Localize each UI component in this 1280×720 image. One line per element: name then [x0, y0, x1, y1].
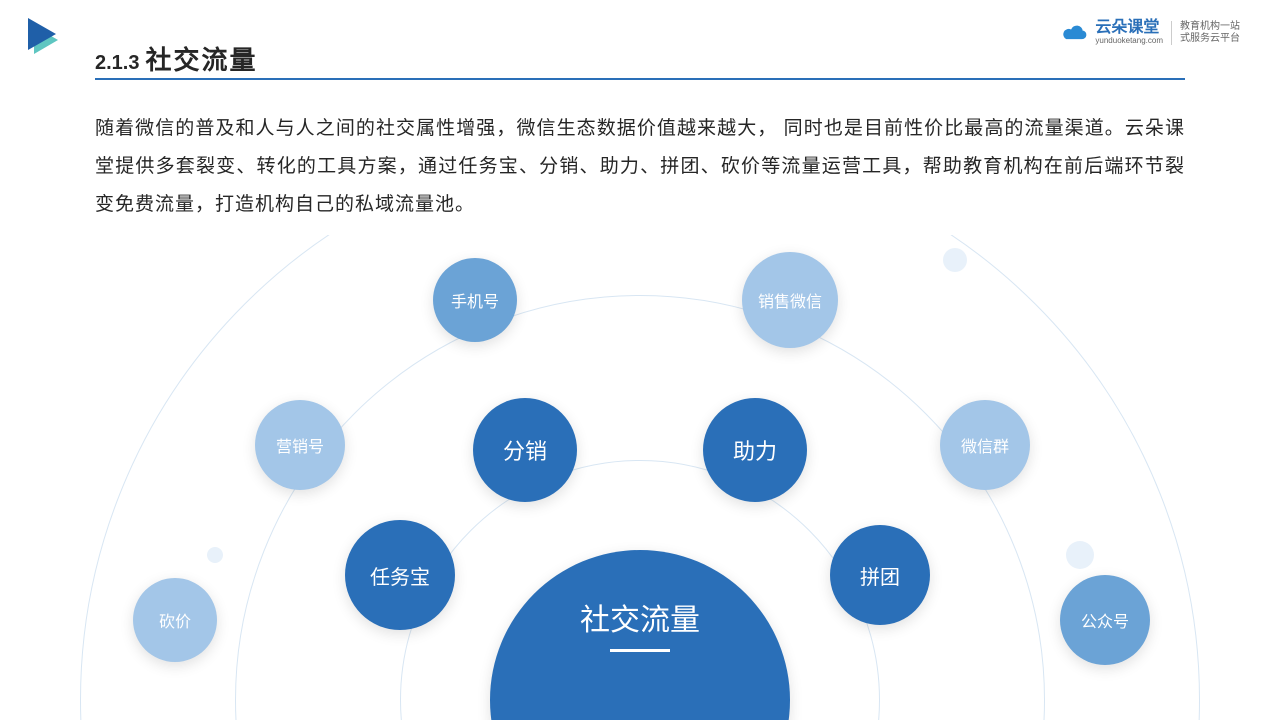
inner-node-label: 拼团 [860, 561, 900, 590]
brand-tagline: 教育机构一站 式服务云平台 [1171, 21, 1240, 45]
outer-node: 营销号 [255, 400, 345, 490]
section-title: 2.1.3 社交流量 [95, 40, 1185, 77]
inner-node-label: 分销 [503, 434, 547, 466]
inner-node: 助力 [703, 398, 807, 502]
hub-underline [610, 649, 670, 652]
outer-node-label: 公众号 [1081, 608, 1129, 632]
brand-domain: yunduoketang.com [1095, 36, 1163, 45]
outer-node: 销售微信 [742, 252, 838, 348]
corner-play-icon [28, 18, 68, 67]
cloud-icon [1061, 23, 1089, 43]
inner-node: 拼团 [830, 525, 930, 625]
brand-name: 云朵课堂 [1095, 20, 1163, 36]
decor-dot [943, 248, 967, 272]
outer-node-label: 销售微信 [758, 288, 822, 312]
outer-node-label: 砍价 [159, 608, 191, 632]
outer-node-label: 微信群 [961, 433, 1009, 457]
outer-node-label: 营销号 [276, 433, 324, 457]
bubble-diagram: 社交流量 任务宝 分销 助力拼团砍价 营销号 手机号 销售微信微信群公众号 [0, 235, 1280, 720]
outer-node: 砍价 [133, 578, 217, 662]
inner-node: 分销 [473, 398, 577, 502]
inner-node-label: 任务宝 [370, 561, 430, 590]
section-number: 2.1.3 [95, 52, 139, 75]
brand-logo: 云朵课堂 yunduoketang.com 教育机构一站 式服务云平台 [1061, 20, 1240, 45]
outer-node: 微信群 [940, 400, 1030, 490]
decor-dot [1066, 541, 1094, 569]
body-paragraph: 随着微信的普及和人与人之间的社交属性增强，微信生态数据价值越来越大， 同时也是目… [95, 110, 1185, 224]
outer-node: 公众号 [1060, 575, 1150, 665]
section-title-text: 社交流量 [145, 40, 257, 77]
outer-node-label: 手机号 [451, 288, 499, 312]
decor-dot [207, 547, 223, 563]
title-underline [95, 78, 1185, 80]
inner-node: 任务宝 [345, 520, 455, 630]
hub-bubble-label: 社交流量 [580, 595, 700, 639]
inner-node-label: 助力 [733, 434, 777, 466]
outer-node: 手机号 [433, 258, 517, 342]
